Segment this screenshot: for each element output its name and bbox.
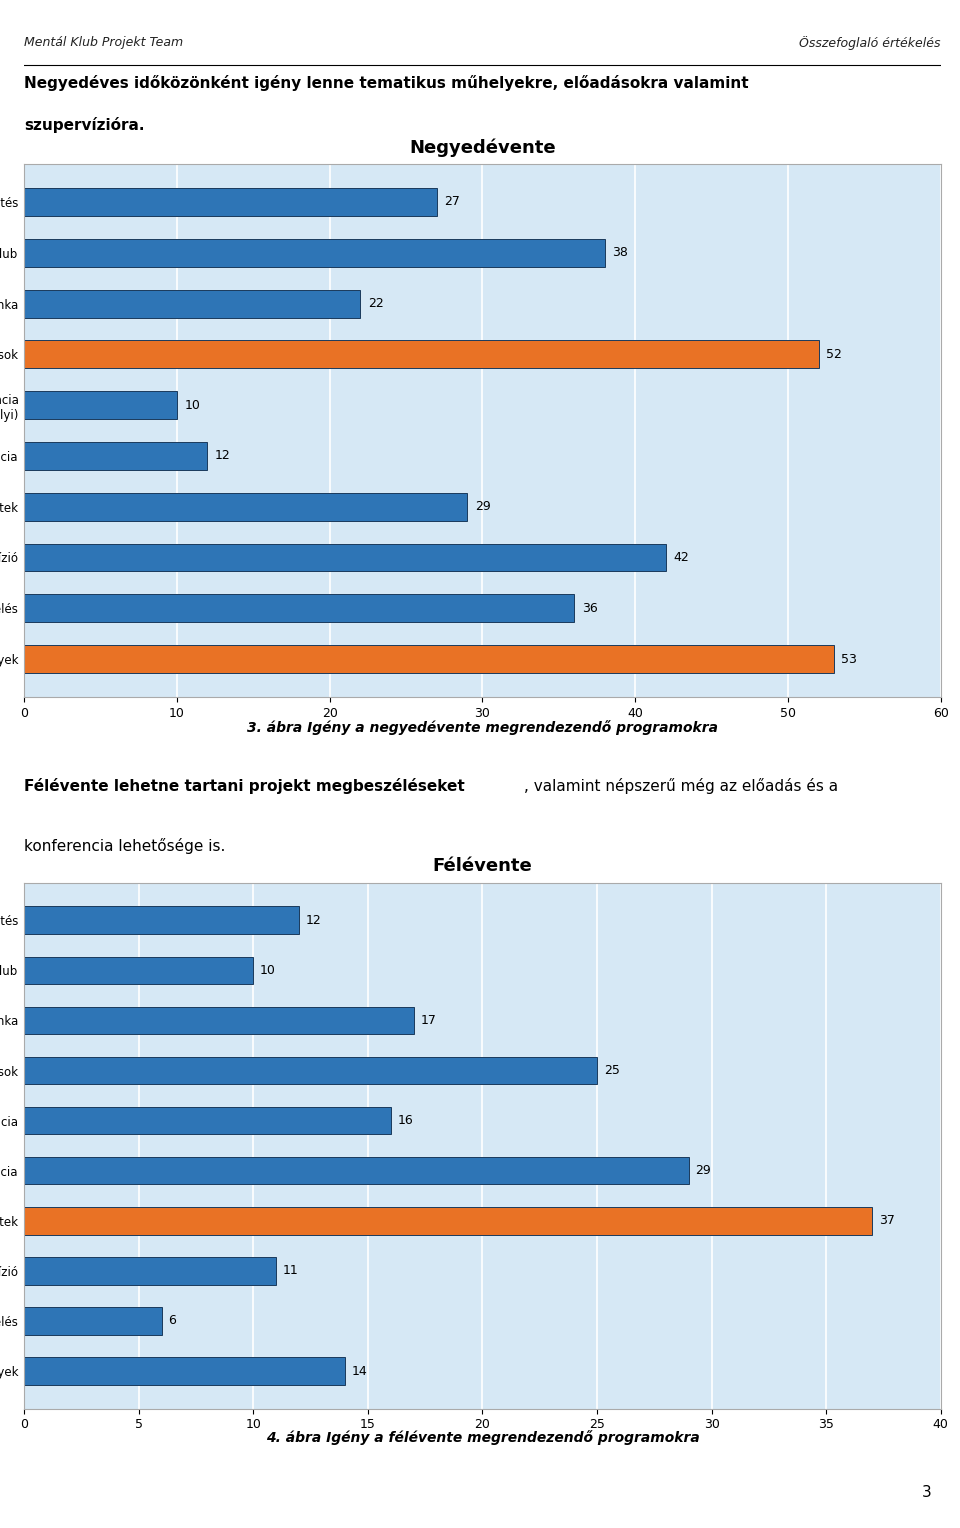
Bar: [24, 1207, 872, 1235]
Text: 3. ábra Igény a negyedévente megrendezendő programokra: 3. ábra Igény a negyedévente megrendezen…: [247, 720, 718, 735]
Text: 36: 36: [582, 602, 597, 614]
Text: 38: 38: [612, 246, 628, 260]
Text: 37: 37: [879, 1215, 895, 1227]
Text: 42: 42: [673, 552, 689, 564]
Bar: [24, 544, 666, 571]
Title: Negyedévente: Negyedévente: [409, 138, 556, 156]
Text: 14: 14: [351, 1365, 368, 1378]
Bar: [24, 238, 605, 267]
Text: 12: 12: [306, 914, 322, 927]
Text: Félévente lehetne tartani projekt megbeszéléseket: Félévente lehetne tartani projekt megbes…: [24, 778, 465, 795]
Title: Félévente: Félévente: [433, 857, 532, 876]
Text: konferencia lehetősége is.: konferencia lehetősége is.: [24, 837, 226, 854]
Text: 10: 10: [184, 399, 201, 411]
Bar: [24, 957, 253, 984]
Bar: [24, 1157, 688, 1184]
Bar: [24, 1357, 345, 1384]
Text: 11: 11: [283, 1264, 299, 1277]
Bar: [24, 391, 177, 419]
Text: 29: 29: [696, 1164, 711, 1177]
Text: , valamint népszerű még az előadás és a: , valamint népszerű még az előadás és a: [523, 778, 838, 795]
Bar: [24, 1106, 391, 1134]
Text: 52: 52: [827, 348, 842, 361]
Text: 16: 16: [397, 1114, 414, 1128]
Text: Összefoglaló értékelés: Összefoglaló értékelés: [800, 37, 941, 50]
Bar: [24, 1007, 414, 1034]
Text: 25: 25: [604, 1063, 620, 1077]
Bar: [24, 1057, 597, 1085]
Bar: [24, 906, 300, 934]
Bar: [24, 645, 834, 672]
Text: 6: 6: [168, 1314, 177, 1328]
Bar: [24, 1306, 161, 1335]
Text: 4. ábra Igény a félévente megrendezendő programokra: 4. ábra Igény a félévente megrendezendő …: [266, 1430, 699, 1445]
Bar: [24, 1258, 276, 1285]
Text: Negyedéves időközönként igény lenne tematikus műhelyekre, előadásokra valamint: Negyedéves időközönként igény lenne tema…: [24, 75, 749, 92]
Text: 29: 29: [475, 500, 491, 513]
Text: 53: 53: [842, 652, 857, 666]
Text: 27: 27: [444, 196, 460, 208]
Text: szupervízióra.: szupervízióra.: [24, 118, 145, 133]
Bar: [24, 594, 574, 622]
Text: 10: 10: [260, 964, 276, 976]
Bar: [24, 290, 360, 318]
Bar: [24, 492, 468, 521]
Text: Mentál Klub Projekt Team: Mentál Klub Projekt Team: [24, 37, 183, 49]
Bar: [24, 341, 819, 368]
Text: 12: 12: [215, 449, 230, 463]
Text: 17: 17: [420, 1015, 437, 1027]
Bar: [24, 188, 437, 215]
Text: 3: 3: [922, 1485, 931, 1500]
Text: 22: 22: [368, 296, 384, 310]
Bar: [24, 442, 207, 471]
